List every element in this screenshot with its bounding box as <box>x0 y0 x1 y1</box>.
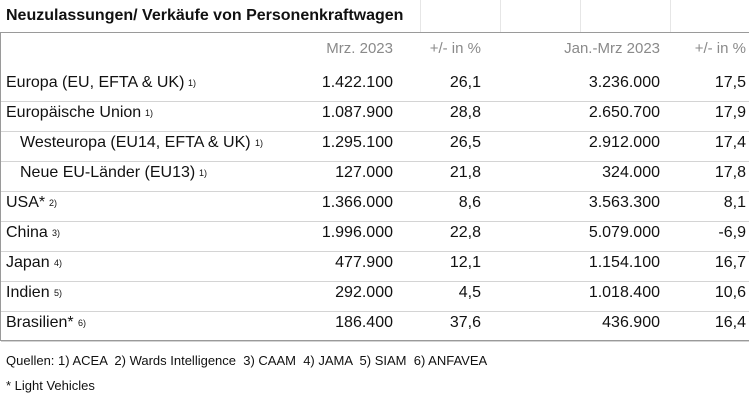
row-label: Neue EU-Länder (EU13) <box>20 164 196 181</box>
cell: 324.000 <box>602 164 660 181</box>
cell: 21,8 <box>449 164 481 181</box>
cell: 16,7 <box>714 254 746 271</box>
cell: 8,1 <box>723 194 746 211</box>
grid-line <box>500 0 501 32</box>
cell: 12,1 <box>449 254 481 271</box>
cell: -6,9 <box>718 224 746 241</box>
row-label: Westeuropa (EU14, EFTA & UK) <box>20 134 251 151</box>
row-divider <box>1 101 749 102</box>
cell: 37,6 <box>449 314 481 331</box>
column-header: Jan.-Mrz 2023 <box>564 40 660 57</box>
row-divider <box>1 161 749 162</box>
cell: 1.996.000 <box>321 224 393 241</box>
cell: 4,5 <box>458 284 481 301</box>
cell: 1.087.900 <box>321 104 393 121</box>
footnote-marker: 2) <box>49 198 58 208</box>
cell: 17,5 <box>714 74 746 91</box>
cell: 292.000 <box>335 284 393 301</box>
title: Neuzulassungen/ Verkäufe von Personenkra… <box>6 7 404 24</box>
footer-note: * Light Vehicles <box>6 378 95 393</box>
row-divider <box>1 341 749 342</box>
column-header: +/- in % <box>429 40 481 57</box>
row-divider <box>1 251 749 252</box>
row-divider <box>1 311 749 312</box>
cell: 17,8 <box>714 164 746 181</box>
cell: 17,9 <box>714 104 746 121</box>
footnote-marker: 3) <box>52 228 61 238</box>
row-divider <box>1 221 749 222</box>
cell: 1.366.000 <box>321 194 393 211</box>
cell: 186.400 <box>335 314 393 331</box>
cell: 2.650.700 <box>588 104 660 121</box>
cell: 477.900 <box>335 254 393 271</box>
cell: 1.154.100 <box>588 254 660 271</box>
cell: 1.018.400 <box>588 284 660 301</box>
row-label: Japan <box>6 254 50 271</box>
footnote-marker: 5) <box>54 288 63 298</box>
row-divider <box>1 191 749 192</box>
table-border <box>0 340 749 341</box>
table-border <box>0 33 1 341</box>
row-label: Europäische Union <box>6 104 142 121</box>
row-label: Indien <box>6 284 50 301</box>
row-label: Europa (EU, EFTA & UK) <box>6 74 185 91</box>
column-header: +/- in % <box>694 40 746 57</box>
cell: 16,4 <box>714 314 746 331</box>
cell: 17,4 <box>714 134 746 151</box>
cell: 1.295.100 <box>321 134 393 151</box>
cell: 1.422.100 <box>321 74 393 91</box>
cell: 26,5 <box>449 134 481 151</box>
row-divider <box>1 131 749 132</box>
column-header: Mrz. 2023 <box>326 40 393 57</box>
row-divider <box>1 281 749 282</box>
cell: 5.079.000 <box>588 224 660 241</box>
cell: 436.900 <box>602 314 660 331</box>
cell: 28,8 <box>449 104 481 121</box>
cell: 3.236.000 <box>588 74 660 91</box>
cell: 22,8 <box>449 224 481 241</box>
grid-line <box>580 0 581 32</box>
title-border <box>0 32 749 33</box>
footnote-marker: 1) <box>145 108 154 118</box>
grid-line <box>420 0 421 32</box>
row-label: Brasilien* <box>6 314 74 331</box>
footnote-marker: 1) <box>188 78 197 88</box>
row-label: China <box>6 224 48 241</box>
footnote-marker: 1) <box>255 138 264 148</box>
footer-note: Quellen: 1) ACEA 2) Wards Intelligence 3… <box>6 353 488 368</box>
cell: 8,6 <box>458 194 481 211</box>
footnote-marker: 6) <box>78 318 87 328</box>
cell: 2.912.000 <box>588 134 660 151</box>
cell: 3.563.300 <box>588 194 660 211</box>
cell: 127.000 <box>335 164 393 181</box>
cell: 26,1 <box>449 74 481 91</box>
grid-line <box>670 0 671 32</box>
row-label: USA* <box>6 194 46 211</box>
footnote-marker: 4) <box>54 258 63 268</box>
cell: 10,6 <box>714 284 746 301</box>
footnote-marker: 1) <box>199 168 208 178</box>
